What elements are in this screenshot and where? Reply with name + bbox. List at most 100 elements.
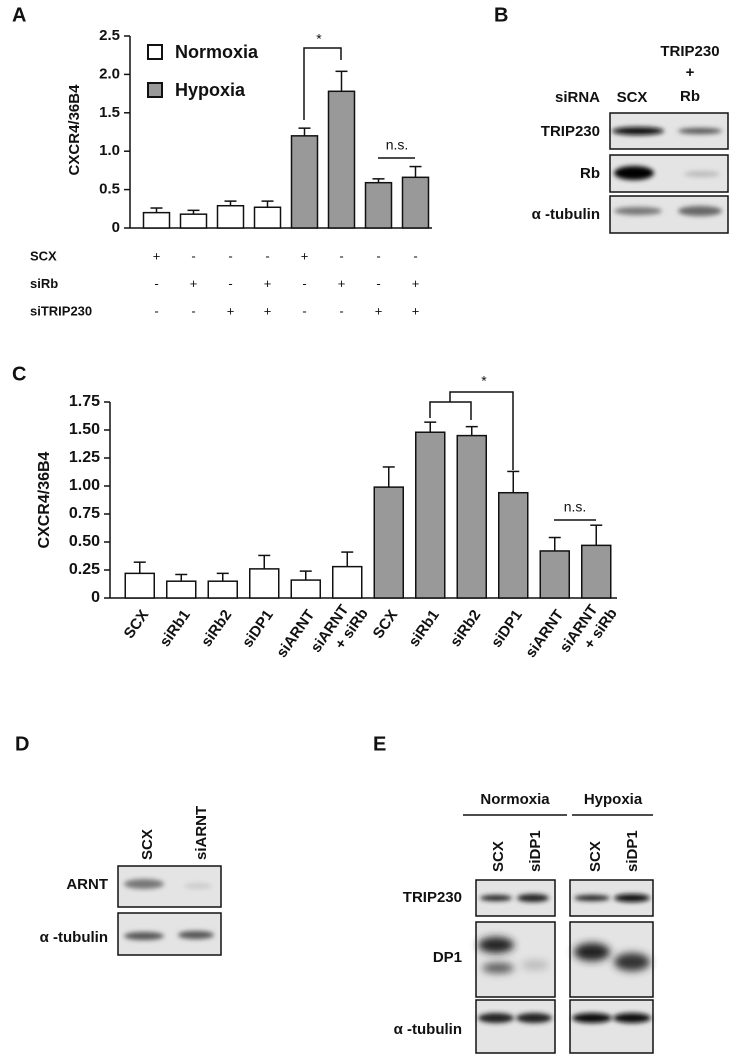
condition-mark: - xyxy=(376,276,380,291)
condition-mark: + xyxy=(375,303,383,318)
condition-mark: - xyxy=(413,248,417,263)
condition-mark: + xyxy=(338,276,346,291)
row-label: ARNT xyxy=(66,876,108,893)
y-tick-label: 1.0 xyxy=(99,142,120,159)
bar xyxy=(539,550,570,599)
bracket xyxy=(449,391,514,470)
y-axis-label: CXCR4/36B4 xyxy=(36,451,53,548)
column-label: SCX xyxy=(490,841,507,872)
y-axis-label: CXCR4/36B4 xyxy=(66,84,83,176)
group-label: Hypoxia xyxy=(584,791,643,808)
x-tick-label: siDP1 xyxy=(488,607,526,651)
band xyxy=(124,932,164,940)
column-label: TRIP230 xyxy=(660,43,719,60)
y-tick-label: 0.25 xyxy=(69,561,100,578)
band xyxy=(478,937,514,953)
row-label: α -tubulin xyxy=(40,929,108,946)
band xyxy=(184,883,212,889)
x-tick-label: SCX xyxy=(121,607,153,642)
condition-label: SCX xyxy=(30,248,57,263)
bar xyxy=(401,176,430,229)
condition-mark: + xyxy=(264,303,272,318)
band xyxy=(516,1013,552,1023)
blot xyxy=(475,921,556,998)
bracket xyxy=(429,401,472,420)
bar xyxy=(290,579,321,599)
bar xyxy=(166,580,197,599)
y-tick-label: 0 xyxy=(112,219,120,236)
band xyxy=(574,895,610,901)
band xyxy=(614,207,662,215)
bar xyxy=(290,135,319,229)
y-tick-label: 2.5 xyxy=(99,27,120,44)
condition-mark: + xyxy=(301,248,309,263)
condition-mark: - xyxy=(339,248,343,263)
x-tick-label: siRb2 xyxy=(198,607,235,650)
row-header: siRNA xyxy=(555,89,600,106)
band xyxy=(614,953,650,971)
x-tick-label: siARNT xyxy=(522,607,567,661)
y-tick-label: 1.50 xyxy=(69,421,100,438)
panel-label: E xyxy=(373,733,386,755)
band xyxy=(614,166,654,180)
band xyxy=(517,894,549,902)
panel-label: D xyxy=(15,733,29,755)
bar xyxy=(498,491,529,599)
bar xyxy=(142,211,171,229)
band xyxy=(613,1013,651,1023)
condition-mark: + xyxy=(227,303,235,318)
condition-mark: - xyxy=(154,303,158,318)
y-tick-label: 0.75 xyxy=(69,505,100,522)
condition-mark: + xyxy=(264,276,272,291)
band xyxy=(574,943,610,961)
y-tick-label: 1.25 xyxy=(69,449,100,466)
band xyxy=(482,963,514,973)
bar xyxy=(581,544,612,599)
band xyxy=(521,960,549,970)
x-tick-label: siARNT+ siRb xyxy=(556,595,620,666)
condition-mark: - xyxy=(154,276,158,291)
x-tick-label: siRb1 xyxy=(405,607,442,650)
panel-e: E Normoxia Hypoxia SCX siDP1 SCX siDP1 T… xyxy=(373,733,654,1054)
annotation: * xyxy=(481,373,487,389)
y-tick-label: 1.00 xyxy=(69,477,100,494)
blot xyxy=(475,999,556,1054)
y-tick-label: 0.5 xyxy=(99,181,120,198)
bar xyxy=(332,565,363,599)
annotation: n.s. xyxy=(564,499,587,515)
row-label: DP1 xyxy=(433,949,462,966)
row-label: TRIP230 xyxy=(403,889,462,906)
bar xyxy=(456,434,487,599)
column-label: siARNT xyxy=(193,806,210,860)
y-tick-label: 1.75 xyxy=(69,393,100,410)
blot xyxy=(569,999,654,1054)
band xyxy=(480,895,512,901)
bar xyxy=(216,204,245,229)
condition-mark: - xyxy=(228,248,232,263)
bracket xyxy=(303,47,342,120)
legend-label: Normoxia xyxy=(175,42,259,62)
condition-mark: - xyxy=(228,276,232,291)
condition-mark: + xyxy=(190,276,198,291)
panel-label: C xyxy=(12,363,26,385)
condition-mark: - xyxy=(265,248,269,263)
x-tick-label: siARNT+ siRb xyxy=(307,595,371,666)
condition-label: siTRIP230 xyxy=(30,303,92,318)
legend-swatch xyxy=(147,82,163,98)
bar xyxy=(249,568,280,599)
column-label: SCX xyxy=(587,841,604,872)
bar xyxy=(124,572,155,599)
column-label: SCX xyxy=(617,89,648,106)
bar xyxy=(415,431,446,599)
condition-mark: - xyxy=(339,303,343,318)
x-tick-label: siARNT xyxy=(273,607,318,661)
x-tick-label: siRb1 xyxy=(156,607,193,650)
legend-label: Hypoxia xyxy=(175,80,246,100)
condition-mark: + xyxy=(412,276,420,291)
condition-mark: + xyxy=(412,303,420,318)
band xyxy=(178,931,214,939)
y-tick-label: 0 xyxy=(91,589,100,606)
band xyxy=(678,128,722,134)
y-tick-label: 1.5 xyxy=(99,104,120,121)
